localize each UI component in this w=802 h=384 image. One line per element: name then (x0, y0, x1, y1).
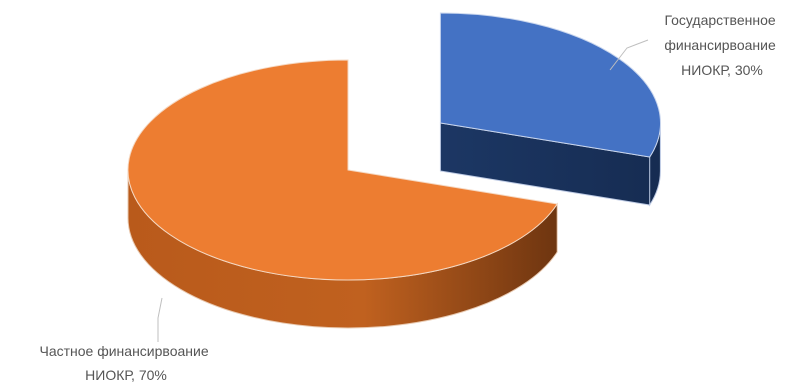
data-label-private-line-2: НИОКР, 70% (85, 367, 167, 383)
data-label-state-line-2: финансирвоание (664, 37, 776, 53)
leader-line-state (609, 39, 649, 71)
data-label-state-line-1: Государственное (664, 12, 775, 28)
data-label-private-line-1: Частное финансирвоание (40, 343, 209, 359)
data-label-private: Частное финансирвоание НИОКР, 70% (40, 343, 213, 383)
data-label-state-line-3: НИОКР, 30% (681, 62, 763, 78)
slice-private-top (127, 59, 559, 281)
data-label-state: Государственное финансирвоание НИОКР, 30… (664, 12, 779, 78)
leader-line-private (157, 297, 163, 342)
